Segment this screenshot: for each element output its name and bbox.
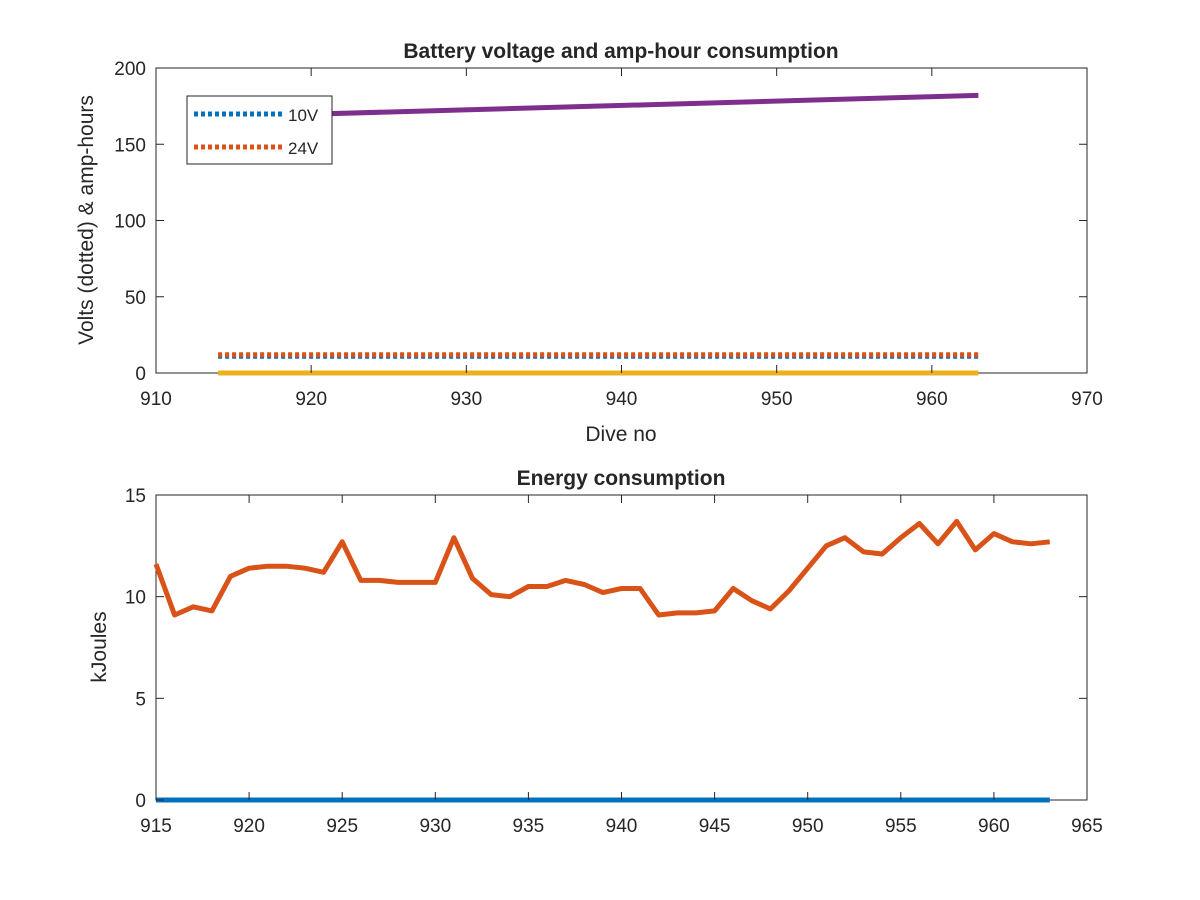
bottom-chart-x-tick-label: 950 [792,816,824,837]
bottom-chart-x-tick-label: 955 [885,816,917,837]
legend-label-24v: 24V [288,139,319,158]
bottom-chart-y-axis-label: kJoules [88,611,111,682]
legend-box [186,95,333,165]
top-chart-x-tick-label: 940 [606,389,638,410]
top-chart-x-tick-label: 930 [450,389,482,410]
bottom-chart-x-tick-label: 920 [233,816,265,837]
bottom-chart-axes-box [155,494,1088,801]
top-chart-y-tick-label: 150 [114,135,146,156]
top-chart-title: Battery voltage and amp-hour consumption [403,40,838,63]
bottom-chart-x-tick-label: 935 [513,816,545,837]
top-chart-y-tick-label: 100 [114,212,146,233]
bottom-chart-x-tick-label: 960 [978,816,1010,837]
top-chart-x-tick-label: 970 [1071,389,1103,410]
bottom-chart-series-line-0 [153,518,1051,618]
top-chart-ticks: 910 920 930 940 950 960 970 0 50 100 150 200 [114,59,1103,410]
top-chart-y-tick-label: 200 [114,59,146,80]
bottom-chart-x-tick-label: 965 [1071,816,1103,837]
top-chart-x-tick-label: 910 [140,389,172,410]
top-chart-x-tick-label: 960 [916,389,948,410]
top-chart-x-tick-label: 920 [295,389,327,410]
top-chart-y-axis-label: Volts (dotted) & amp-hours [75,95,98,345]
bottom-chart-y-tick-label: 10 [125,588,146,609]
bottom-chart-ticks: 915 920 925 930 935 940 945 950 955 960 965 0 5 10 15 [125,486,1103,837]
bottom-chart-x-tick-label: 915 [140,816,172,837]
bottom-chart-y-tick-label: 5 [135,689,146,710]
bottom-chart-x-tick-label: 945 [699,816,731,837]
bottom-chart-y-tick-label: 0 [135,791,146,812]
top-chart-y-tick-label: 50 [125,288,146,309]
bottom-chart-title: Energy consumption [517,467,726,490]
top-chart-series-line-3 [218,92,979,120]
top-chart-x-axis-label: Dive no [585,423,656,446]
top-chart-x-tick-label: 950 [761,389,793,410]
top-chart-series-layer [218,92,979,376]
top-chart: Battery voltage and amp-hour consumption… [75,40,1103,446]
bottom-chart: Energy consumption 915 920 925 930 935 940 945… [88,467,1103,837]
bottom-chart-x-tick-label: 925 [326,816,358,837]
top-chart-y-tick-label: 0 [135,364,146,385]
legend-label-10v: 10V [288,106,319,125]
bottom-chart-x-tick-label: 940 [606,816,638,837]
bottom-chart-y-tick-label: 15 [125,486,146,507]
legend: 10V 24V [186,95,333,165]
bottom-chart-x-tick-label: 930 [419,816,451,837]
